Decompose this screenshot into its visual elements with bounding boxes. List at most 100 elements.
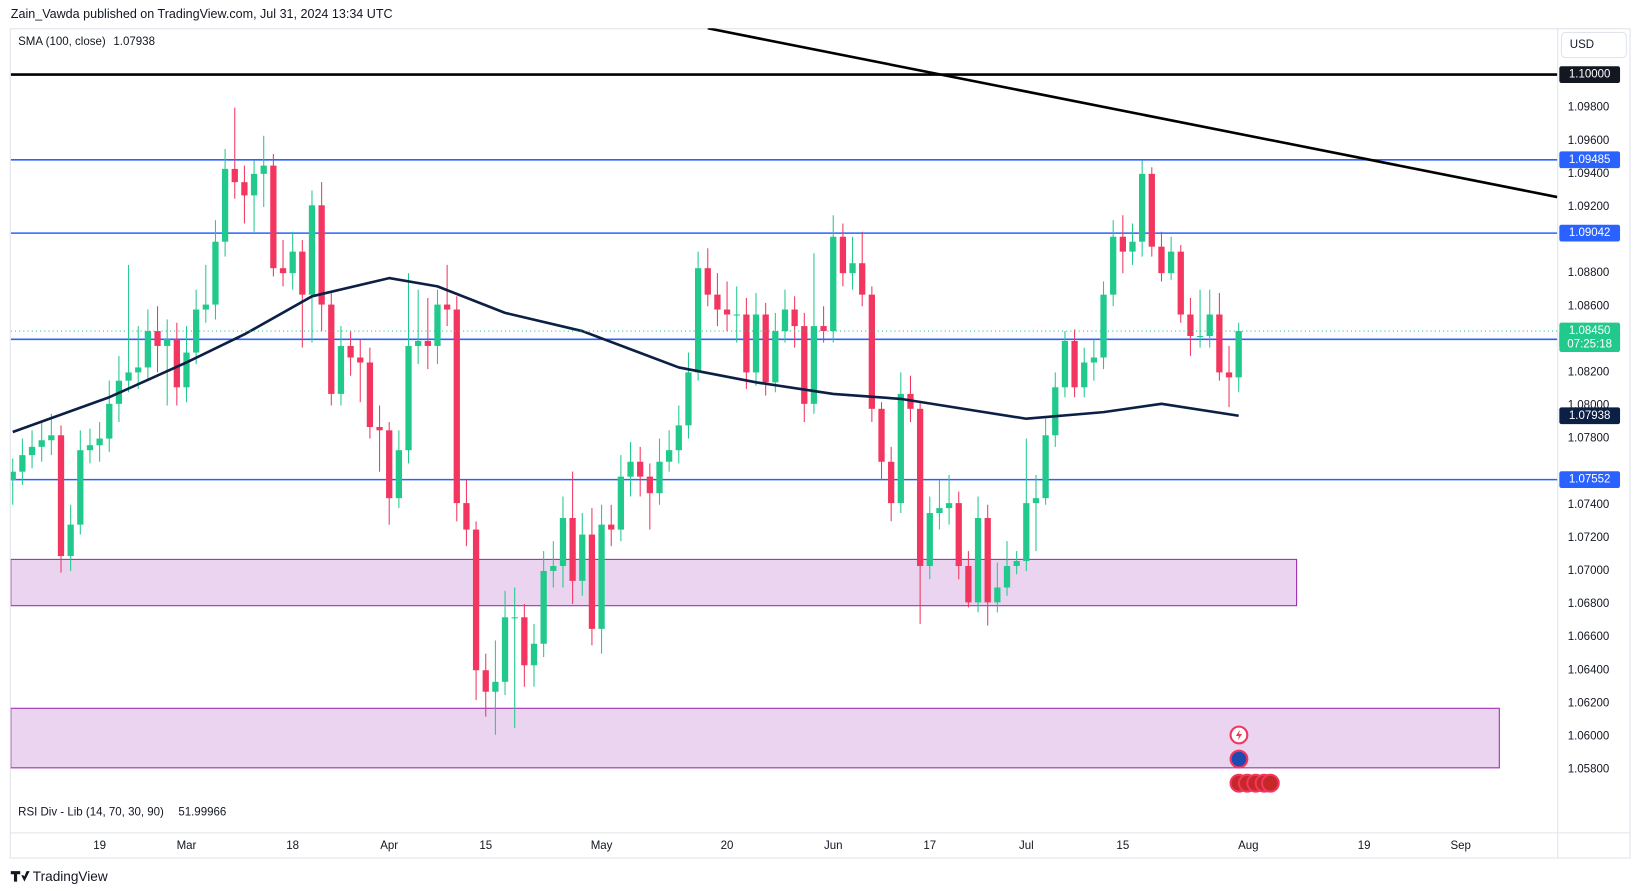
candle-body [144, 331, 152, 368]
candle-body [1013, 561, 1020, 566]
candle-body [193, 309, 200, 353]
candle-body [1071, 340, 1078, 388]
candle-body [492, 681, 499, 692]
candle-body [1100, 294, 1107, 358]
candle-body [569, 518, 576, 581]
x-tick-label: 15 [479, 840, 492, 852]
candle-body [173, 339, 180, 388]
candle-body [550, 565, 557, 571]
candle-body [772, 331, 779, 383]
candle-body [1061, 340, 1069, 388]
candle-body [974, 518, 982, 603]
level-label-bg [1559, 224, 1621, 242]
candle-body [540, 570, 547, 644]
x-tick-label: May [591, 840, 613, 852]
candle-body [1177, 251, 1184, 315]
level-label: 1.07552 [1569, 474, 1611, 486]
candle-body [801, 326, 808, 404]
candle-body [38, 440, 45, 447]
last-price-bg [1559, 322, 1621, 352]
x-tick-label: Sep [1450, 840, 1470, 852]
candle-body [608, 524, 615, 530]
candle-body [443, 304, 451, 310]
candle-body [714, 294, 721, 310]
candle-body [299, 251, 306, 295]
candle-body [598, 524, 605, 629]
brand: TradingView [33, 869, 108, 884]
x-tick-label: Jul [1019, 840, 1034, 852]
plot-area [10, 73, 1558, 769]
candle-body [289, 251, 296, 274]
y-tick-label: 1.08200 [1568, 366, 1610, 378]
y-tick-label: 1.07800 [1568, 433, 1610, 445]
candle-body [704, 268, 711, 295]
candle-body [164, 339, 171, 346]
y-tick-label: 1.06200 [1568, 697, 1610, 709]
candle-body [646, 476, 653, 494]
candle-body [926, 513, 933, 566]
candle-body [19, 455, 26, 472]
candle-body [482, 670, 489, 692]
candle-body [1225, 372, 1233, 378]
candle-body [743, 314, 750, 373]
candle-body [1167, 251, 1175, 274]
candle-body [96, 438, 103, 446]
candle-body [588, 534, 596, 629]
y-tick-label: 1.06400 [1568, 664, 1610, 676]
candle-body [830, 236, 837, 332]
candle-body [279, 268, 287, 274]
brand-logo [10, 871, 30, 882]
candle-body [154, 331, 161, 346]
candle-body [424, 340, 431, 346]
candle-body [694, 268, 702, 373]
x-tick-label: 17 [923, 840, 936, 852]
candle-body [86, 445, 94, 451]
candle-body [57, 435, 65, 557]
currency-button[interactable] [1560, 31, 1627, 59]
candle-body [395, 450, 402, 499]
last-price-label: 1.08450 [1569, 325, 1611, 337]
level-label: 1.09042 [1569, 227, 1611, 239]
candle-body [202, 304, 209, 310]
candle-body [366, 362, 374, 428]
level-label-bg [1559, 66, 1621, 83]
candle-body [849, 263, 856, 274]
currency: USD [1570, 39, 1594, 51]
x-tick-label: 15 [1116, 840, 1129, 852]
candle-body [1042, 435, 1049, 499]
sma-line [12, 276, 1239, 434]
candle-body [1148, 173, 1155, 247]
candle-body [878, 408, 885, 462]
sma-label-bg [1559, 407, 1621, 425]
x-tick-label: Mar [177, 840, 197, 852]
candle-body [270, 165, 277, 269]
candle-body [955, 503, 962, 566]
sma-label: 1.07938 [1569, 410, 1611, 422]
x-tick-label: 20 [721, 840, 734, 852]
candle-body [472, 529, 480, 671]
candle-body [1158, 246, 1165, 274]
candle-body [1090, 357, 1098, 363]
y-tick-label: 1.09600 [1568, 135, 1610, 147]
candle-body [1187, 314, 1194, 337]
candle-body [386, 430, 393, 499]
candle-body [1003, 565, 1011, 588]
candle-body [723, 309, 731, 315]
frame [9, 28, 1631, 859]
candle-body [839, 236, 847, 274]
candle-body [675, 425, 682, 451]
candle-body [1110, 236, 1117, 295]
candle-body [617, 476, 625, 530]
candle-body [1139, 173, 1146, 242]
countdown: 07:25:18 [1567, 339, 1612, 351]
x-tick-label: 19 [1358, 840, 1371, 852]
candle-body [579, 534, 586, 581]
candle-body [28, 446, 36, 456]
candle-body [125, 372, 132, 381]
candle-body [994, 587, 1001, 603]
event-icons [1229, 725, 1280, 793]
candle-body [67, 524, 74, 557]
